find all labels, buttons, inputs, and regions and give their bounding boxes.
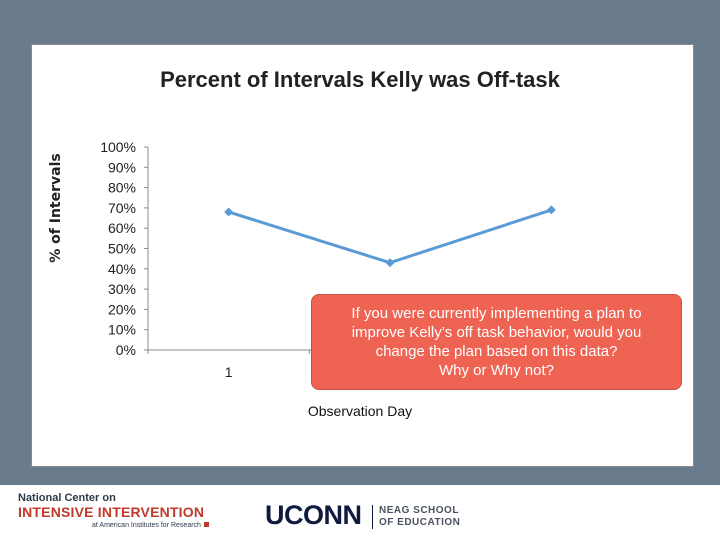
neag-line2: OF EDUCATION [379, 517, 461, 528]
footer [0, 485, 720, 540]
callout-line: Why or Why not? [438, 362, 555, 379]
logo-divider [372, 505, 373, 529]
callout-line: change the plan based on this data? [375, 343, 618, 360]
y-tick-label: 80% [108, 180, 136, 196]
y-tick-label: 100% [100, 139, 136, 155]
ncii-logo-line2: INTENSIVE INTERVENTION [18, 504, 205, 520]
ncii-logo-affiliation: at American Institutes for Research [92, 522, 201, 529]
ncii-logo: National Center on INTENSIVE INTERVENTIO… [18, 492, 209, 532]
neag-line1: NEAG SCHOOL [379, 505, 459, 516]
data-point [385, 258, 395, 268]
chart-title: Percent of Intervals Kelly was Off-task [160, 67, 560, 92]
data-point [546, 205, 556, 215]
y-tick-label: 70% [108, 200, 136, 216]
ncii-logo-line1: National Center on [18, 492, 116, 504]
uconn-wordmark: UCONN [265, 500, 362, 530]
y-tick-label: 40% [108, 261, 136, 277]
y-tick-label: 50% [108, 241, 136, 257]
y-tick-label: 10% [108, 322, 136, 338]
ncii-logo-line3: at American Institutes for Research [92, 520, 209, 532]
y-tick-label: 20% [108, 301, 136, 317]
callout-line: If you were currently implementing a pla… [351, 305, 642, 322]
red-square-icon [203, 522, 209, 527]
x-axis-label: Observation Day [307, 403, 413, 419]
callout-line: improve Kelly’s off task behavior, would… [351, 324, 642, 341]
x-tick-label: 1 [225, 364, 233, 380]
y-tick-label: 0% [116, 342, 136, 358]
series-line [228, 208, 552, 265]
y-tick-label: 90% [108, 159, 136, 175]
y-tick-label: 30% [108, 281, 136, 297]
discussion-callout: If you were currently implementing a pla… [311, 294, 682, 390]
neag-school-logo: NEAG SCHOOL OF EDUCATION [379, 505, 460, 529]
y-tick-label: 60% [108, 220, 136, 236]
data-point [224, 207, 234, 217]
